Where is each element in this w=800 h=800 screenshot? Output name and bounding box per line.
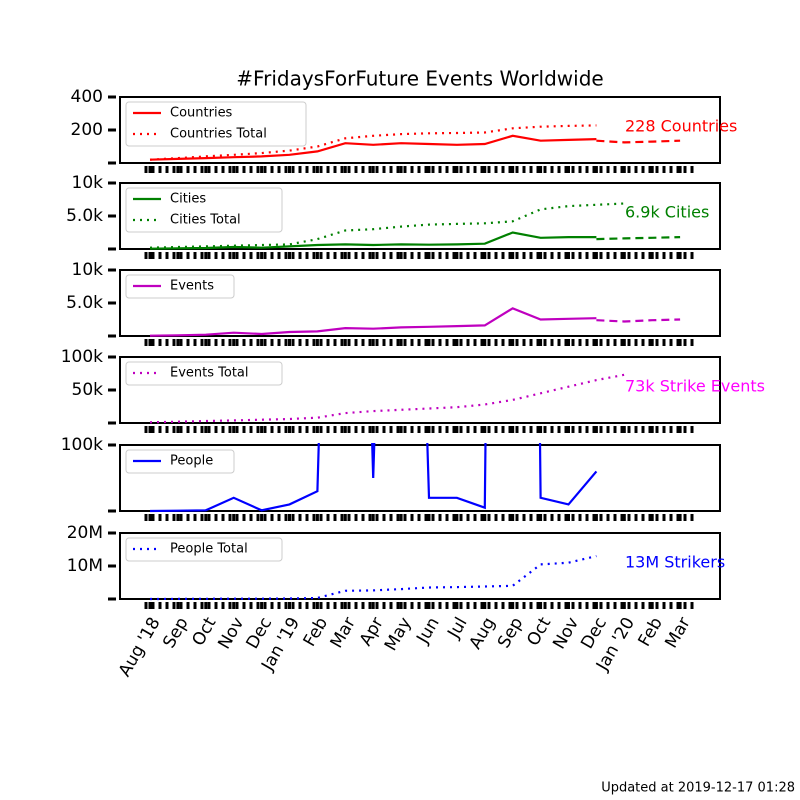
- series-line: [596, 318, 681, 323]
- legend-box: [125, 187, 283, 233]
- series-line: [596, 236, 681, 241]
- series-line: [149, 134, 597, 161]
- legend-label: Countries Total: [170, 127, 267, 142]
- y-tick-label: 400: [71, 87, 103, 107]
- panel-frame: [119, 444, 721, 512]
- series-line: [149, 231, 597, 250]
- legend-label: Events: [170, 279, 214, 294]
- chart-title: #FridaysForFuture Events Worldwide: [236, 67, 603, 91]
- x-tick-label: Feb: [300, 614, 332, 650]
- legend-box: [125, 537, 283, 562]
- series-group: [149, 443, 598, 513]
- series-line: [149, 307, 597, 337]
- legend-label: Events Total: [170, 366, 249, 381]
- y-tick-label: 50k: [72, 380, 104, 400]
- series-line: [149, 443, 598, 513]
- legend-label: People Total: [170, 542, 248, 557]
- x-tick-label: Jun: [413, 614, 444, 648]
- x-tick-label: Aug: [466, 614, 500, 653]
- x-tick-label: Nov: [549, 614, 583, 653]
- series-line: [149, 202, 625, 249]
- panel-frame: [119, 96, 721, 164]
- legend-box: [125, 361, 283, 386]
- x-tick-label: Mar: [661, 614, 694, 652]
- annotation: 6.9k Cities: [625, 203, 709, 222]
- panel-frame: [119, 269, 721, 337]
- y-tick-label: 100k: [61, 347, 103, 367]
- series-group: [149, 307, 681, 337]
- y-tick-label: 20M: [67, 523, 103, 543]
- x-tick-label: Nov: [214, 614, 248, 653]
- legend-box: [125, 274, 235, 299]
- series-group: [149, 555, 597, 601]
- panel-frame: [119, 356, 721, 424]
- annotation: 13M Strikers: [625, 553, 725, 572]
- x-tick-label: Sep: [159, 614, 192, 652]
- y-tick-label: 5.0k: [66, 293, 103, 313]
- series-line: [596, 139, 681, 144]
- panel-frame: [119, 182, 721, 250]
- y-tick-label: 10M: [67, 556, 103, 576]
- x-tick-label: May: [381, 614, 416, 654]
- legend-box: [125, 449, 235, 474]
- panel-frame: [119, 532, 721, 600]
- legend-label: Countries: [170, 106, 233, 121]
- y-tick-label: 5.0k: [66, 206, 103, 226]
- x-tick-label: Feb: [634, 614, 666, 650]
- x-tick-label: Mar: [327, 614, 360, 652]
- legend-label: People: [170, 454, 213, 469]
- y-tick-label: 10k: [72, 173, 104, 193]
- legend-label: Cities Total: [170, 213, 241, 228]
- x-tick-label: Aug '18: [115, 614, 165, 680]
- series-line: [149, 124, 597, 161]
- series-line: [149, 555, 597, 601]
- updated-note: Updated at 2019-12-17 01:28: [601, 781, 795, 796]
- legend-label: Cities: [170, 192, 206, 207]
- x-tick-label: Sep: [494, 614, 527, 652]
- annotation: 228 Countries: [625, 117, 737, 136]
- y-tick-label: 100k: [61, 435, 103, 455]
- legend-box: [125, 101, 307, 147]
- series-group: [149, 124, 681, 161]
- y-tick-label: 10k: [72, 260, 104, 280]
- series-group: [149, 202, 681, 250]
- annotation: 73k Strike Events: [625, 377, 765, 396]
- y-tick-label: 200: [71, 120, 103, 140]
